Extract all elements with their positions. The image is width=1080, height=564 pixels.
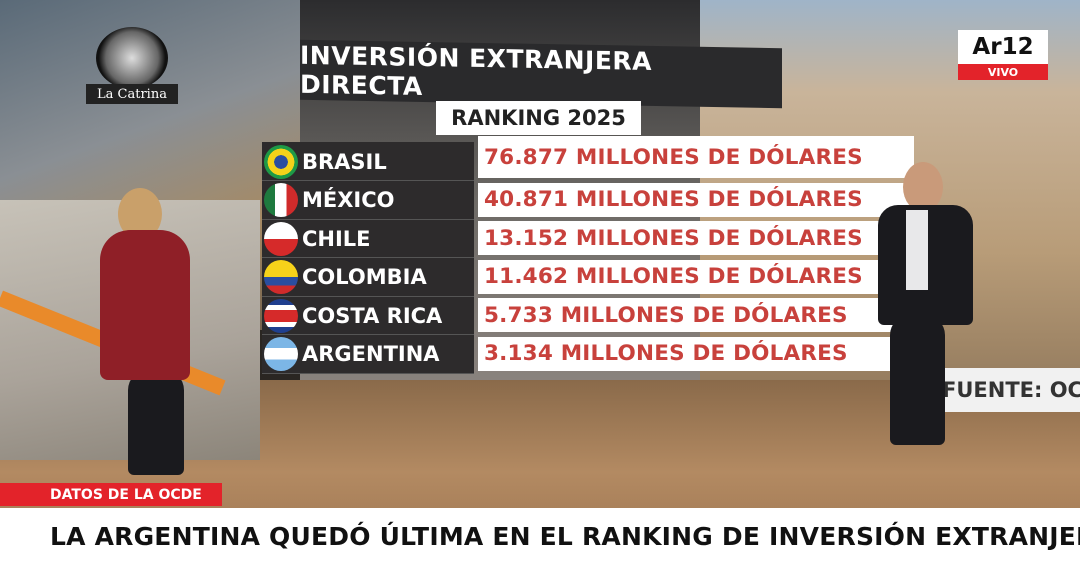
flag — [264, 337, 298, 371]
live-badge: VIVO — [958, 64, 1048, 80]
country-row: CHILE — [262, 220, 474, 258]
program-logo: La Catrina — [86, 84, 178, 104]
country-row: MÉXICO — [262, 182, 474, 220]
source-box: FUENTE: OC — [930, 368, 1080, 412]
flag — [264, 183, 298, 217]
country: BRASIL — [302, 149, 387, 174]
flag — [264, 221, 298, 256]
country: COSTA RICA — [302, 303, 443, 328]
tag: DATOS DE LA OCDE — [50, 486, 202, 503]
amount: 5.733 MILLONES DE DÓLARES — [484, 302, 848, 328]
amount-row: 40.871 MILLONES DE DÓLARES — [478, 182, 914, 217]
country: CHILE — [302, 226, 371, 251]
headline: LA ARGENTINA QUEDÓ ÚLTIMA EN EL RANKING … — [50, 521, 1080, 551]
tag-box: DATOS DE LA OCDE — [0, 483, 222, 506]
amount: 13.152 MILLONES DE DÓLARES — [484, 225, 863, 251]
country: COLOMBIA — [302, 265, 427, 289]
amount: 11.462 MILLONES DE DÓLARES — [484, 264, 863, 289]
amount-row: 11.462 MILLONES DE DÓLARES — [478, 259, 914, 294]
country-row: ARGENTINA — [262, 336, 474, 374]
flag — [264, 260, 298, 294]
presenter-head — [903, 162, 943, 212]
country: MÉXICO — [302, 188, 395, 212]
amount: 3.134 MILLONES DE DÓLARES — [484, 341, 848, 366]
country-row: COLOMBIA — [262, 259, 474, 297]
subtitle: RANKING 2025 — [451, 106, 626, 130]
flag — [264, 298, 298, 333]
title-box: INVERSIÓN EXTRANJERA DIRECTA — [300, 39, 782, 109]
amount: 76.877 MILLONES DE DÓLARES — [484, 144, 863, 170]
presenter-body — [100, 230, 190, 380]
program-icon — [96, 27, 168, 89]
presenter-legs — [128, 370, 184, 475]
amount-row: 13.152 MILLONES DE DÓLARES — [478, 221, 914, 255]
flag — [264, 144, 298, 179]
amount-row: 5.733 MILLONES DE DÓLARES — [478, 298, 914, 332]
country-row: BRASIL — [262, 143, 474, 181]
subtitle-box: RANKING 2025 — [436, 101, 641, 135]
amount-row: 3.134 MILLONES DE DÓLARES — [478, 336, 914, 371]
headline-box: LA ARGENTINA QUEDÓ ÚLTIMA EN EL RANKING … — [0, 508, 1080, 564]
channel-logo: Ar12 — [958, 30, 1048, 64]
source: FUENTE: OC — [942, 378, 1080, 402]
amount-row: 76.877 MILLONES DE DÓLARES — [478, 136, 914, 178]
presenter-legs — [890, 315, 945, 445]
title: INVERSIÓN EXTRANJERA DIRECTA — [300, 40, 652, 101]
country: ARGENTINA — [302, 342, 440, 366]
country-row: COSTA RICA — [262, 297, 474, 335]
amount: 40.871 MILLONES DE DÓLARES — [484, 187, 863, 212]
presenter-shirt — [906, 210, 928, 290]
